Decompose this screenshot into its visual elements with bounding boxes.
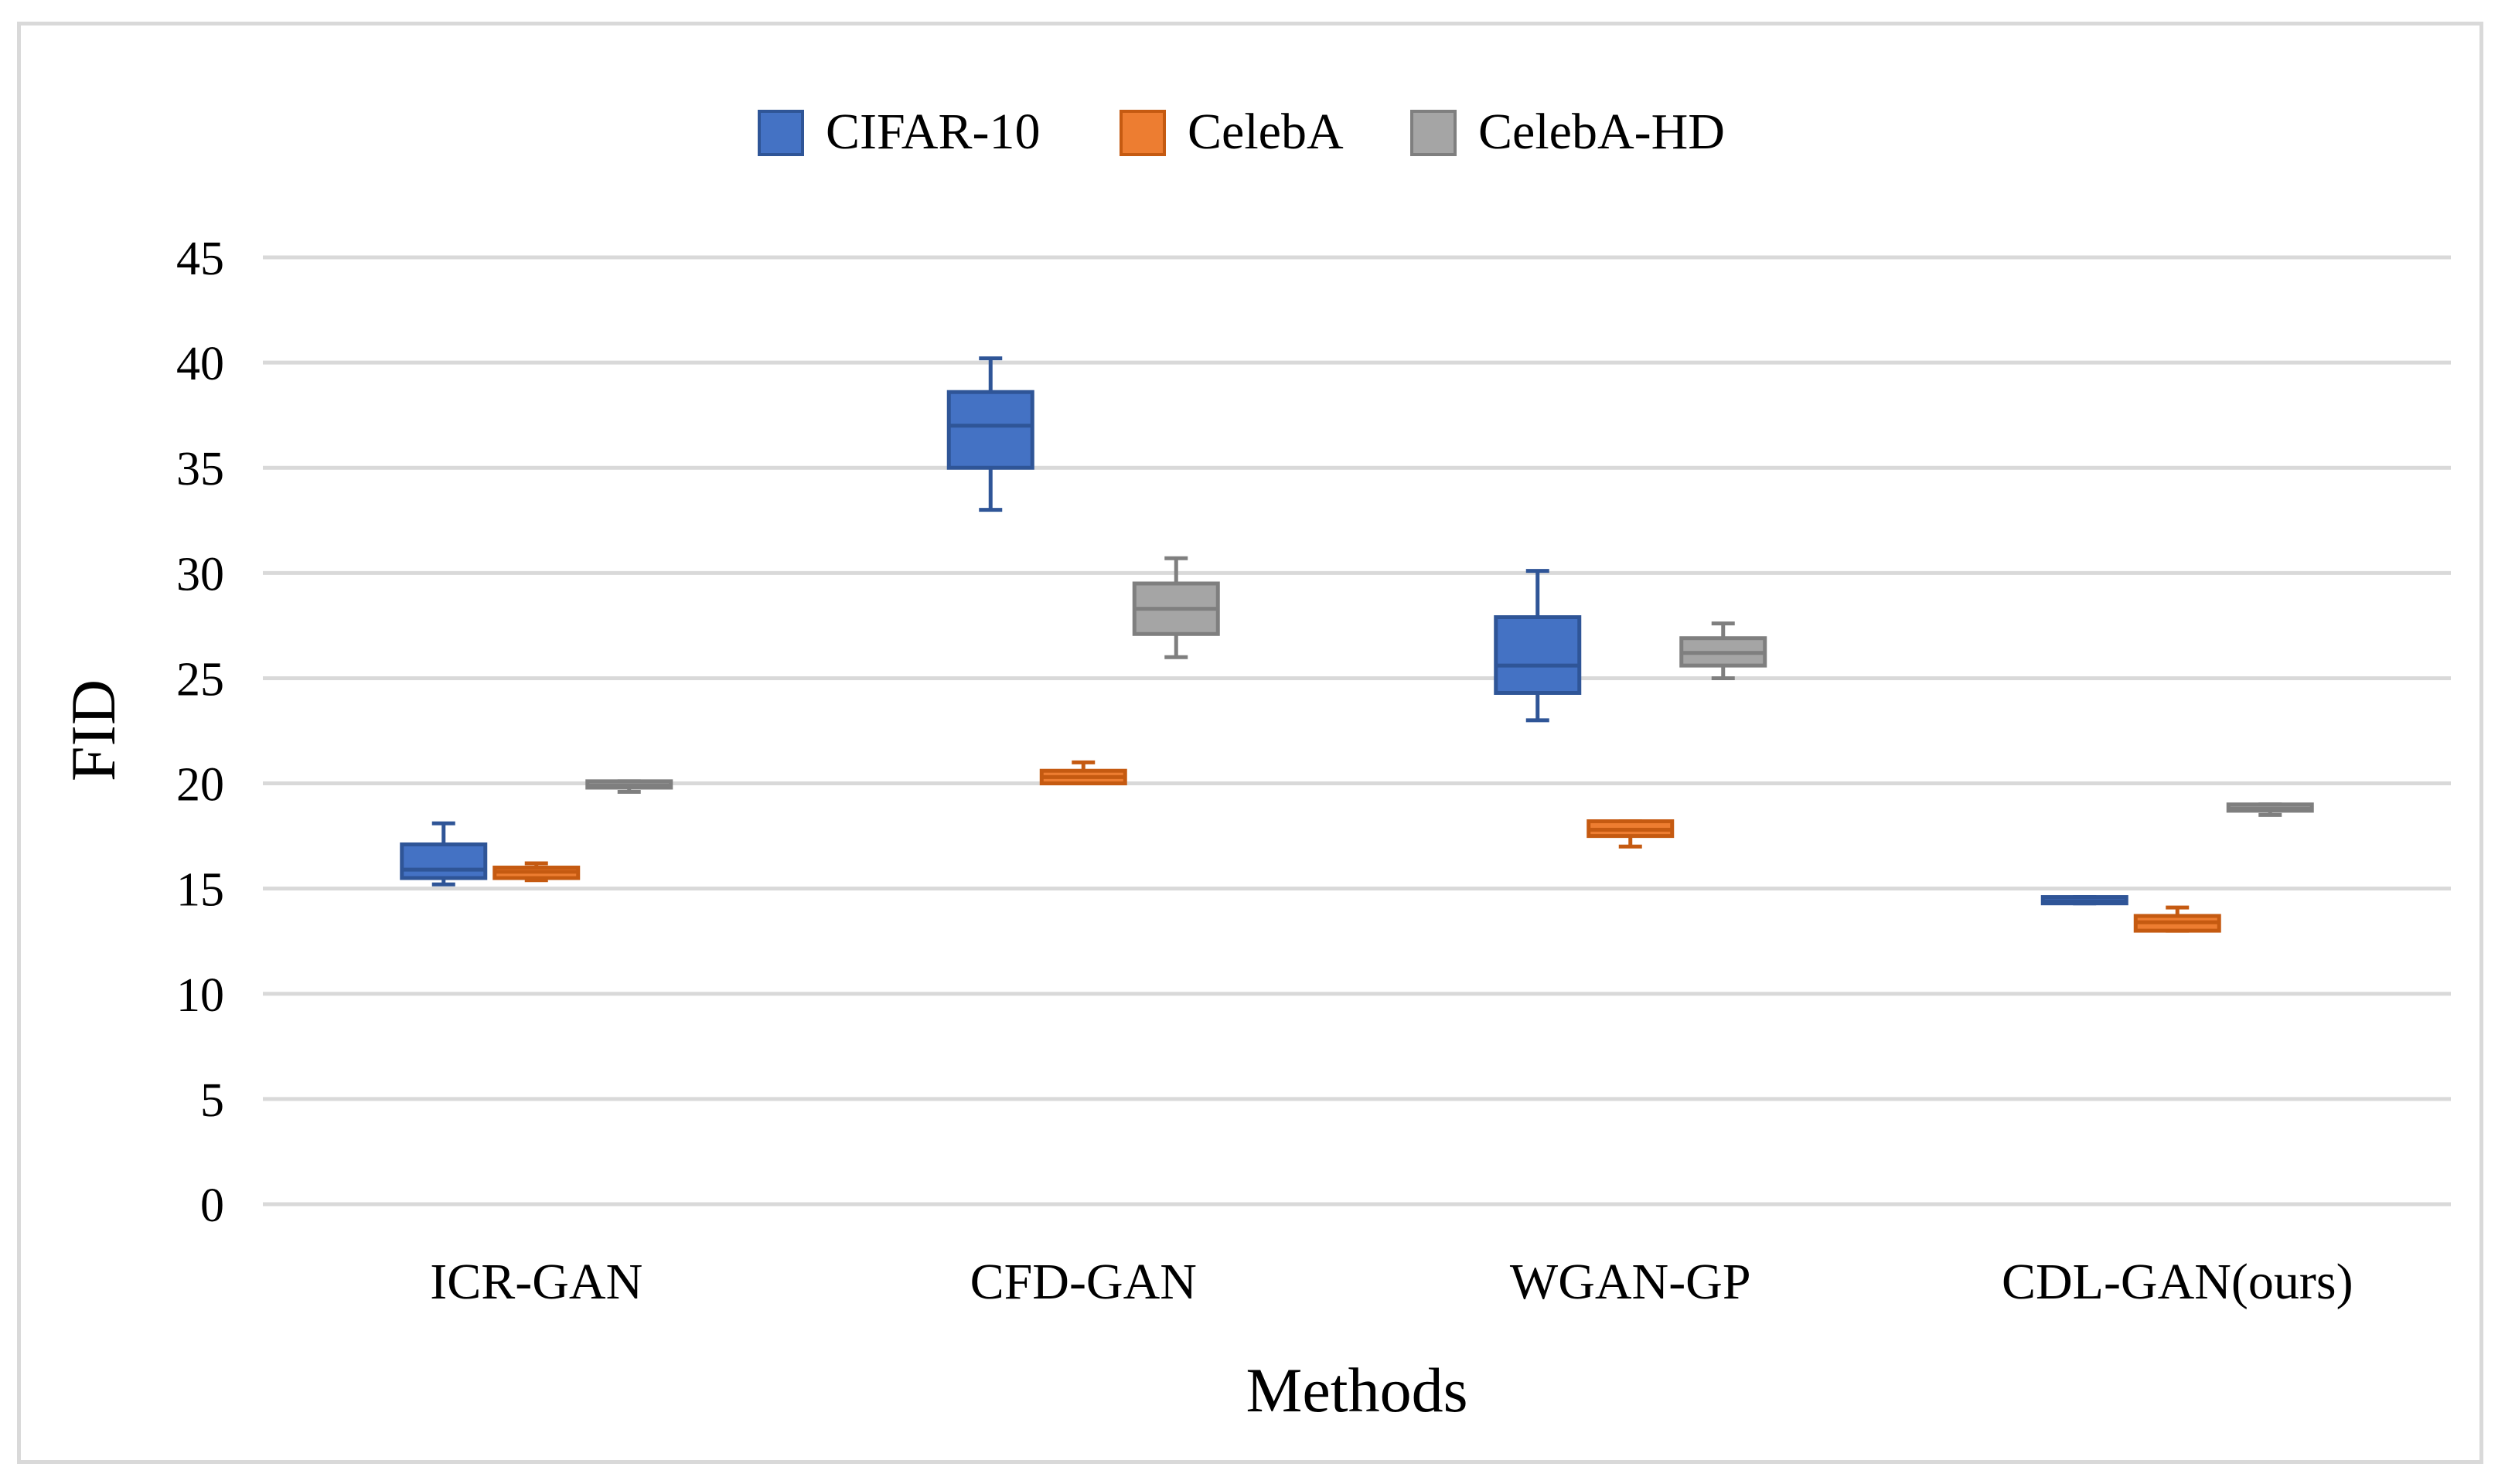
y-tick-label: 10 xyxy=(176,969,224,1022)
box-cifar10-2 xyxy=(1494,569,1582,723)
plot-area xyxy=(400,356,2314,933)
box-body xyxy=(1494,615,1582,695)
box-celeba-1 xyxy=(1039,760,1127,786)
legend-item-celeba: CelebA xyxy=(1120,104,1344,160)
box-cifar10-3 xyxy=(2040,895,2128,906)
x-tick-label: ICR-GAN xyxy=(430,1254,642,1310)
box-celebahd-0 xyxy=(585,779,673,794)
y-tick-label: 30 xyxy=(176,548,224,601)
legend-label-celebahd: CelebA-HD xyxy=(1478,104,1725,160)
legend-label-celeba: CelebA xyxy=(1188,104,1344,160)
box-celebahd-2 xyxy=(1679,621,1767,680)
box-celeba-0 xyxy=(492,861,581,883)
y-tick-label: 0 xyxy=(200,1179,224,1232)
y-tick-label: 5 xyxy=(200,1074,224,1127)
legend-item-cifar10: CIFAR-10 xyxy=(758,104,1040,160)
legend-swatch-cifar10 xyxy=(758,110,804,156)
box-celeba-3 xyxy=(2133,905,2221,933)
chart-frame xyxy=(17,22,2483,1464)
x-tick-labels: ICR-GAN CFD-GAN WGAN-GP CDL-GAN(ours) xyxy=(430,1254,2353,1310)
x-tick-label: CDL-GAN(ours) xyxy=(2002,1254,2353,1310)
legend: CIFAR-10 CelebA CelebA-HD xyxy=(758,104,1725,160)
y-tick-label: 20 xyxy=(176,759,224,812)
x-tick-label: CFD-GAN xyxy=(970,1254,1197,1310)
y-tick-label: 35 xyxy=(176,443,224,495)
legend-swatch-celebahd xyxy=(1410,110,1457,156)
box-body xyxy=(400,842,488,880)
gridlines xyxy=(263,255,2451,1207)
y-tick-label: 15 xyxy=(176,864,224,917)
box-celebahd-3 xyxy=(2226,802,2314,817)
y-axis-title: FID xyxy=(58,679,128,781)
box-body xyxy=(946,390,1034,470)
y-tick-labels: 0 5 10 15 20 25 30 35 40 45 xyxy=(176,233,224,1232)
box-celeba-2 xyxy=(1586,819,1675,849)
box-celebahd-1 xyxy=(1132,556,1220,659)
x-tick-label: WGAN-GP xyxy=(1510,1254,1751,1310)
box-cifar10-0 xyxy=(400,821,488,887)
box-cifar10-1 xyxy=(946,356,1034,512)
y-tick-label: 25 xyxy=(176,653,224,706)
y-tick-label: 45 xyxy=(176,233,224,285)
x-axis-title: Methods xyxy=(1246,1355,1468,1425)
y-tick-label: 40 xyxy=(176,338,224,390)
legend-label-cifar10: CIFAR-10 xyxy=(826,104,1040,160)
legend-swatch-celeba xyxy=(1120,110,1166,156)
legend-item-celebahd: CelebA-HD xyxy=(1410,104,1725,160)
